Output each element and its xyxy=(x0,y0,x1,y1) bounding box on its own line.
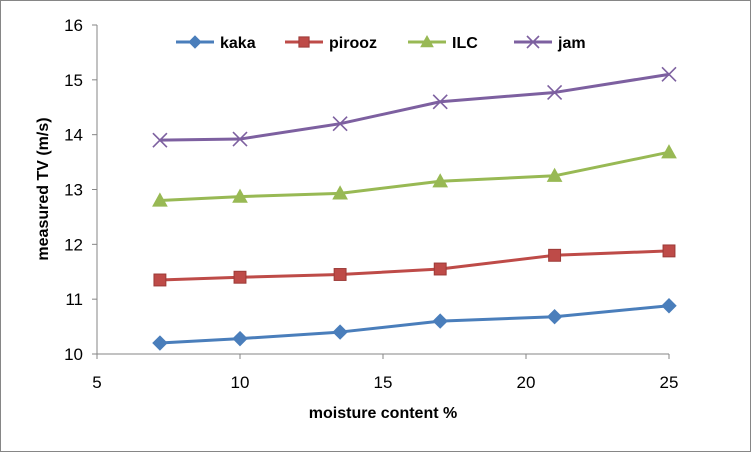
series-line-ilc xyxy=(159,150,670,202)
marker-stroke xyxy=(526,35,540,49)
data-point-pirooz xyxy=(153,273,167,287)
marker-stroke xyxy=(661,66,677,82)
data-point-pirooz xyxy=(233,270,247,284)
marker-stroke xyxy=(547,84,563,101)
series-pirooz xyxy=(153,244,676,287)
x-tick-label: 25 xyxy=(660,373,679,392)
legend-label: ILC xyxy=(452,35,478,52)
x-tick-label: 15 xyxy=(374,373,393,392)
legend-marker xyxy=(420,34,434,48)
y-tick-label: 12 xyxy=(64,235,83,254)
data-point-kaka xyxy=(332,324,348,340)
legend-marker xyxy=(298,36,310,48)
legend-entry-jam: jam xyxy=(514,35,586,52)
legend: kaka pirooz ILC jam xyxy=(176,34,586,52)
series-jam xyxy=(152,66,677,148)
legend-label: pirooz xyxy=(329,35,377,52)
data-point-jam xyxy=(432,94,448,110)
series-layer xyxy=(152,66,677,351)
x-tick-label: 5 xyxy=(92,373,101,392)
axes: 10 11 12 13 14 15 16 5 10 15 20 25 xyxy=(64,16,678,392)
x-tick-label: 10 xyxy=(231,373,250,392)
data-point-ilc xyxy=(332,185,348,200)
data-point-kaka xyxy=(546,309,563,325)
series-line-kaka xyxy=(159,304,670,345)
legend-label: kaka xyxy=(220,35,256,52)
data-point-ilc xyxy=(432,173,449,188)
y-tick-label: 13 xyxy=(64,181,83,200)
y-tick-label: 15 xyxy=(64,71,83,90)
series-kaka xyxy=(152,298,677,351)
data-point-jam xyxy=(661,66,677,82)
data-point-ilc xyxy=(661,144,677,159)
marker-stroke xyxy=(432,94,448,110)
data-point-kaka xyxy=(661,298,677,314)
y-tick-label: 16 xyxy=(64,16,83,35)
y-axis-title: measured TV (m/s) xyxy=(35,117,52,260)
data-point-ilc xyxy=(546,167,563,182)
data-point-jam xyxy=(232,131,248,147)
legend-marker xyxy=(188,35,202,49)
y-tick-label: 14 xyxy=(64,126,83,145)
data-point-kaka xyxy=(152,335,168,351)
y-tick-label: 11 xyxy=(65,290,83,309)
series-ilc xyxy=(152,144,677,207)
x-tick-label: 20 xyxy=(517,373,536,392)
marker-stroke xyxy=(232,131,248,147)
series-line-pirooz xyxy=(159,249,670,282)
data-point-pirooz xyxy=(333,268,347,281)
data-point-pirooz xyxy=(548,248,562,262)
data-point-kaka xyxy=(432,313,448,329)
marker-stroke xyxy=(152,132,168,148)
legend-entry-kaka: kaka xyxy=(176,35,256,52)
legend-label: jam xyxy=(557,35,586,52)
data-point-jam xyxy=(152,132,168,148)
y-tick-label: 10 xyxy=(64,345,83,364)
data-point-ilc xyxy=(232,188,248,203)
series-line-jam xyxy=(159,72,670,142)
data-point-pirooz xyxy=(433,262,447,276)
data-point-pirooz xyxy=(662,244,676,258)
data-point-jam xyxy=(332,116,348,132)
legend-marker xyxy=(526,35,540,49)
x-axis-title: moisture content % xyxy=(309,405,457,422)
legend-entry-pirooz: pirooz xyxy=(285,35,377,52)
data-point-ilc xyxy=(152,192,168,207)
marker-stroke xyxy=(332,116,348,132)
data-point-kaka xyxy=(232,330,248,347)
data-point-jam xyxy=(547,84,563,101)
legend-entry-ilc: ILC xyxy=(408,34,478,52)
